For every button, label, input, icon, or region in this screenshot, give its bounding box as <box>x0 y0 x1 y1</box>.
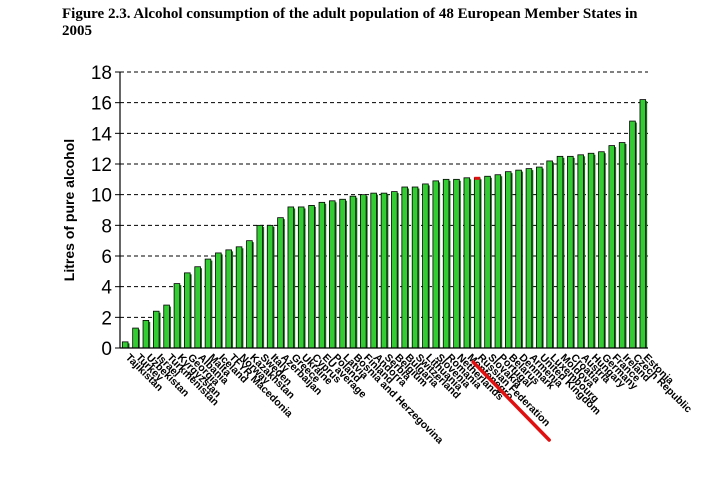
bar <box>401 186 408 349</box>
bar <box>152 310 160 349</box>
bar <box>525 168 533 349</box>
bar <box>173 283 181 349</box>
axes <box>119 72 648 349</box>
bar <box>598 151 605 349</box>
bar <box>567 155 574 349</box>
y-tick-label: 10 <box>91 186 112 207</box>
bar <box>318 201 326 349</box>
bar <box>618 142 626 349</box>
bar <box>639 99 647 349</box>
bar <box>536 166 543 349</box>
y-axis-label: Litres of pure alcohol <box>61 139 77 281</box>
bar <box>246 240 253 349</box>
bar <box>546 160 553 349</box>
bar <box>194 266 201 349</box>
bar <box>266 224 274 349</box>
y-tick-label: 8 <box>101 216 112 237</box>
bar <box>121 341 129 349</box>
bar <box>235 246 243 349</box>
highlight-underline <box>471 360 551 442</box>
bar <box>515 169 522 349</box>
bars <box>121 99 648 349</box>
bar <box>391 191 398 349</box>
highlight-cap <box>474 176 481 180</box>
y-tick-labels: 0 2 4 6 8 10 12 14 16 18 <box>91 63 113 360</box>
y-tick-label: 12 <box>91 155 112 176</box>
y-tick-label: 16 <box>91 94 112 115</box>
y-tick-label: 2 <box>101 308 112 329</box>
bar <box>422 183 429 349</box>
highlight-marker <box>471 360 551 442</box>
bar <box>453 178 460 349</box>
bar <box>556 155 564 349</box>
bar <box>473 177 481 349</box>
bar <box>504 171 512 349</box>
y-tick-label: 6 <box>101 247 112 268</box>
bar <box>629 120 636 349</box>
bar <box>142 319 150 349</box>
y-tick-label: 4 <box>101 278 112 299</box>
y-tick-label: 0 <box>101 339 112 360</box>
bar <box>411 186 419 349</box>
bar <box>287 206 295 349</box>
bar <box>349 195 357 349</box>
bar <box>577 154 584 349</box>
bar <box>370 192 377 349</box>
bar <box>277 217 284 349</box>
bar <box>608 145 616 349</box>
bar <box>308 204 315 349</box>
y-tick-label: 14 <box>91 124 113 145</box>
bar <box>297 206 305 349</box>
bar <box>494 174 502 349</box>
bar <box>380 192 388 349</box>
bar <box>225 249 232 349</box>
bar <box>587 152 595 349</box>
bar <box>256 224 264 349</box>
bar <box>328 200 336 349</box>
bar <box>204 258 212 349</box>
bar <box>132 327 139 349</box>
bar <box>163 304 170 349</box>
bar <box>184 272 191 349</box>
y-tick-label: 18 <box>91 63 112 84</box>
bar <box>484 175 491 349</box>
bar <box>360 194 367 349</box>
bar <box>432 180 440 349</box>
bar <box>442 178 450 349</box>
bar <box>463 177 471 349</box>
figure-title: Figure 2.3. Alcohol consumption of the a… <box>62 6 638 39</box>
bar <box>339 198 346 349</box>
x-tick-labels: TajikistanTurkeyUzbekistanIsraelTurkmeni… <box>123 352 694 447</box>
bar <box>215 252 222 349</box>
